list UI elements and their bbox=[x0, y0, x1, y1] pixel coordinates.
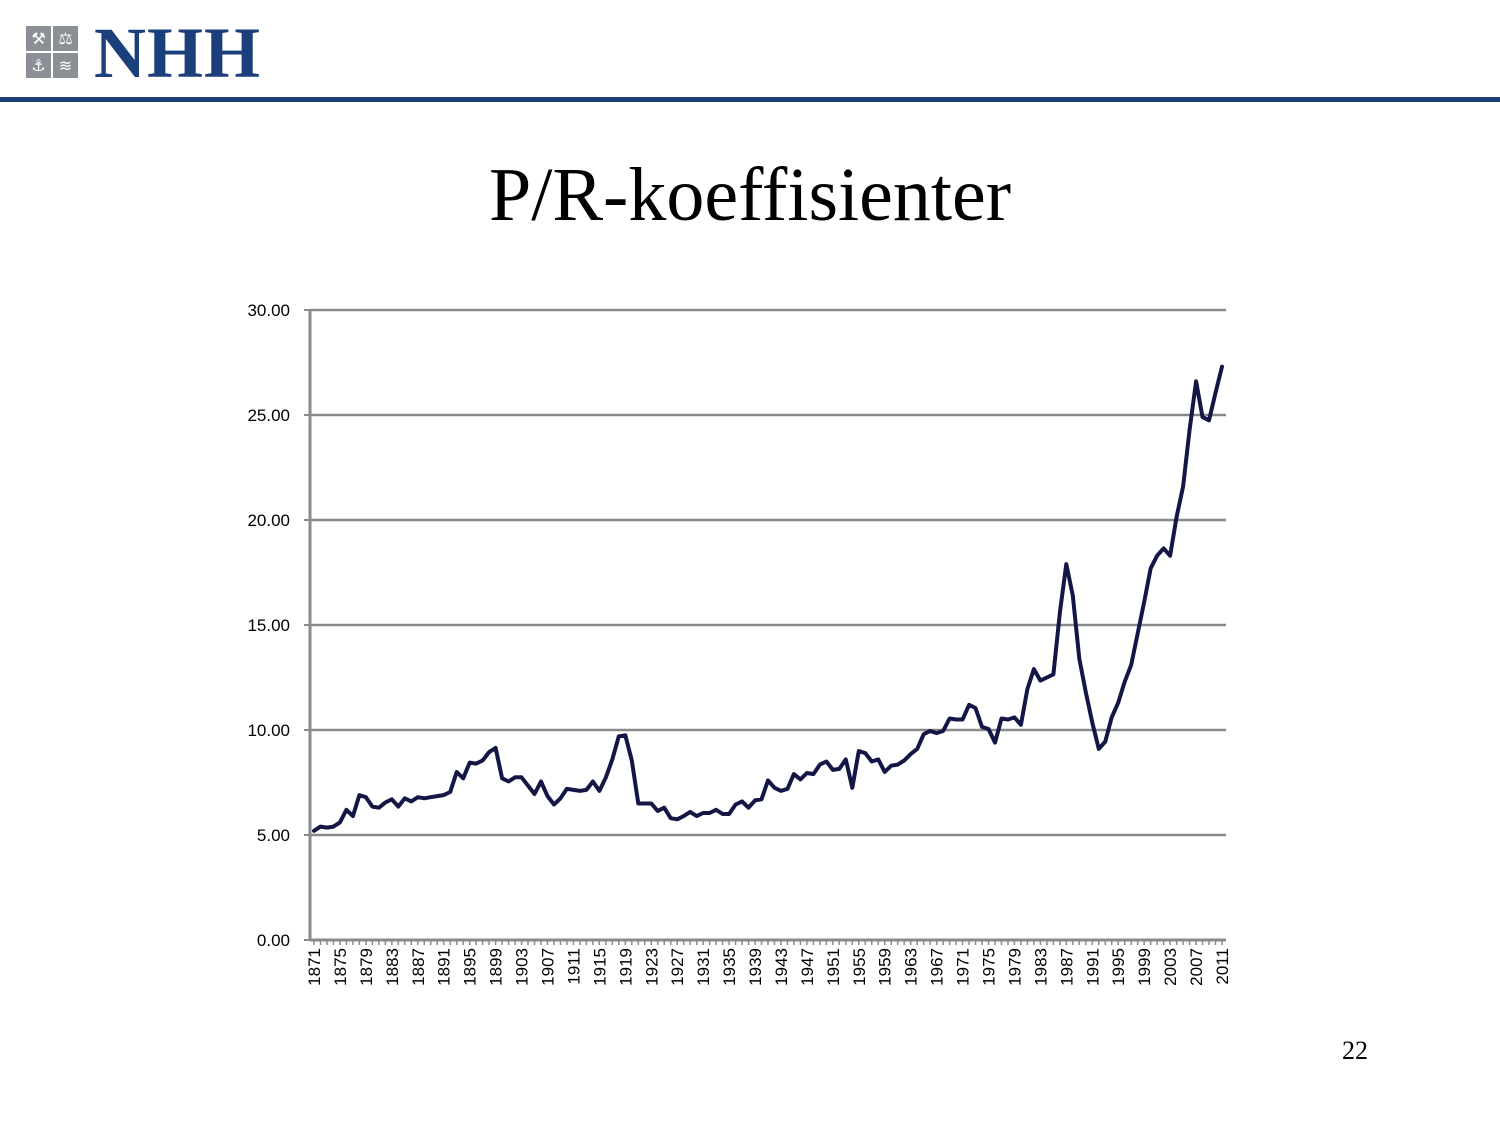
x-tick-label: 1919 bbox=[616, 948, 635, 986]
series-line bbox=[312, 364, 1224, 833]
page-number: 22 bbox=[1342, 1036, 1368, 1065]
x-tick-label: 1991 bbox=[1083, 948, 1102, 986]
x-tick-label: 1959 bbox=[876, 948, 895, 986]
y-tick-label: 5.00 bbox=[257, 826, 290, 845]
header-divider bbox=[0, 97, 1500, 102]
x-tick-label: 1915 bbox=[590, 948, 609, 986]
x-tick-label: 2011 bbox=[1213, 948, 1232, 985]
x-tick-label: 1999 bbox=[1135, 948, 1154, 986]
x-tick-label: 1935 bbox=[720, 948, 739, 986]
y-tick-label: 30.00 bbox=[247, 301, 290, 320]
x-tick-label: 1983 bbox=[1031, 948, 1050, 986]
x-tick-label: 1887 bbox=[409, 948, 428, 986]
x-tick-label: 1883 bbox=[383, 948, 402, 986]
y-tick-labels: 0.00 5.00 10.00 15.00 20.00 25.00 30.00 bbox=[247, 301, 290, 950]
y-tick-label: 15.00 bbox=[247, 616, 290, 635]
x-tick-label: 1951 bbox=[824, 948, 843, 986]
anchor-icon: ⚓ bbox=[26, 53, 51, 78]
x-tick-label: 1943 bbox=[772, 948, 791, 986]
y-tick-label: 0.00 bbox=[257, 931, 290, 950]
x-tick-label: 1903 bbox=[513, 948, 532, 986]
crossed-hammers-icon: ⚒ bbox=[26, 26, 51, 51]
slide-title: P/R-koeffisienter bbox=[488, 153, 1012, 237]
x-tick-label: 1947 bbox=[798, 948, 817, 986]
x-tick-label: 1911 bbox=[564, 948, 583, 985]
y-tick-label: 25.00 bbox=[247, 406, 290, 425]
x-tick-label: 2007 bbox=[1187, 948, 1206, 986]
x-tick-label: 1979 bbox=[1005, 948, 1024, 986]
y-tick-label: 20.00 bbox=[247, 511, 290, 530]
x-tick-label: 1923 bbox=[642, 948, 661, 986]
x-tick-label: 1971 bbox=[954, 948, 973, 986]
x-tick-label: 1987 bbox=[1057, 948, 1076, 986]
nhh-logo-text: NHH bbox=[94, 13, 262, 93]
slide-header: ⚒ ⚖ ⚓ ≋ NHH bbox=[0, 0, 1500, 102]
gridlines bbox=[304, 308, 1226, 941]
x-tick-label: 1879 bbox=[357, 948, 376, 986]
x-tick-label: 1895 bbox=[461, 948, 480, 986]
x-tick-label: 2003 bbox=[1161, 948, 1180, 986]
x-tick-label: 1931 bbox=[694, 948, 713, 986]
x-tick-label: 1975 bbox=[980, 948, 999, 986]
x-tick-labels: 1871 1875 1879 1883 1887 1891 1895 1899 1903 1907… bbox=[305, 948, 1232, 986]
x-tick-label: 1967 bbox=[928, 948, 947, 986]
ship-icon: ≋ bbox=[53, 53, 78, 78]
x-tick-label: 1871 bbox=[305, 948, 324, 986]
x-tick-label: 1963 bbox=[902, 948, 921, 986]
nhh-emblem: ⚒ ⚖ ⚓ ≋ bbox=[26, 26, 78, 78]
x-tick-label: 1907 bbox=[538, 948, 557, 986]
x-tick-label: 1899 bbox=[487, 948, 506, 986]
x-tick-label: 1875 bbox=[331, 948, 350, 986]
axes bbox=[308, 310, 1226, 945]
x-tick-label: 1955 bbox=[850, 948, 869, 986]
x-tick-label: 1995 bbox=[1109, 948, 1128, 986]
x-tick-label: 1927 bbox=[668, 948, 687, 986]
x-tick-label: 1939 bbox=[746, 948, 765, 986]
scales-icon: ⚖ bbox=[53, 26, 78, 51]
y-tick-label: 10.00 bbox=[247, 721, 290, 740]
x-tick-label: 1891 bbox=[435, 948, 454, 986]
series-layer bbox=[312, 364, 1224, 833]
